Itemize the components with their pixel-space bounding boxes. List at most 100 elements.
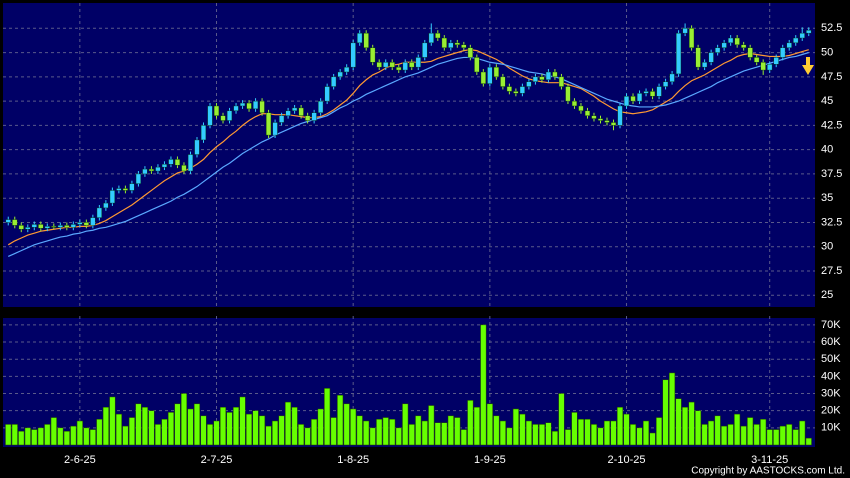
y-tick-label: 52.5 <box>821 22 842 34</box>
candle-body <box>806 30 812 34</box>
volume-bar <box>656 417 663 446</box>
candle-body <box>370 47 376 63</box>
candle-body <box>441 37 447 48</box>
x-tick-label: 1-9-25 <box>474 454 506 466</box>
y-tick-label: 30 <box>821 241 833 253</box>
volume-bar <box>343 403 350 446</box>
candle-body <box>5 219 11 223</box>
candle-body <box>207 105 213 126</box>
candle-body <box>780 47 786 58</box>
y-tick-label: 25 <box>821 289 833 301</box>
volume-bar <box>83 427 90 446</box>
candle-body <box>773 57 779 65</box>
volume-bar <box>246 413 253 446</box>
candle-body <box>344 66 350 73</box>
volume-bar <box>577 419 585 446</box>
volume-bar <box>174 403 181 446</box>
volume-bar <box>226 412 233 446</box>
candle-body <box>122 188 128 191</box>
volume-bar <box>389 419 396 446</box>
volume-bar <box>766 429 773 446</box>
y-tick-label: 27.5 <box>821 265 842 277</box>
volume-bar <box>232 406 240 446</box>
volume-bar <box>629 424 637 446</box>
candle-body <box>682 28 688 34</box>
candle-body <box>565 86 571 102</box>
volume-bar <box>291 406 298 446</box>
x-tick-label: 2-10-25 <box>608 454 646 466</box>
volume-bar <box>708 420 715 446</box>
candle-body <box>181 164 187 172</box>
candle-body <box>793 37 799 44</box>
candle-body <box>558 76 565 87</box>
volume-bar <box>486 403 493 446</box>
y-tick-label: 20K <box>821 405 841 417</box>
volume-bar <box>727 424 734 446</box>
candle-body <box>292 107 298 112</box>
candle-body <box>90 217 96 226</box>
candle-body <box>578 105 584 112</box>
volume-bar <box>369 427 376 446</box>
volume-bar <box>102 406 109 446</box>
volume-bar <box>128 417 135 446</box>
volume-bar <box>57 427 64 446</box>
volume-bar <box>773 429 780 446</box>
candle-body <box>675 32 682 75</box>
candle-body <box>519 86 525 94</box>
candle-body <box>350 42 356 68</box>
candle-body <box>409 62 415 68</box>
volume-bar <box>740 425 747 446</box>
candle-body <box>428 32 434 44</box>
volume-bar <box>265 425 272 446</box>
volume-bar <box>688 401 695 446</box>
volume-bar <box>747 417 754 446</box>
candle-body <box>383 62 389 68</box>
volume-bar <box>792 429 799 446</box>
volume-bar <box>135 403 142 446</box>
volume-bar <box>317 408 324 446</box>
y-tick-label: 10K <box>821 422 841 434</box>
candle-body <box>31 224 37 228</box>
volume-bar <box>623 413 630 446</box>
candle-body <box>526 81 532 87</box>
volume-bar <box>721 425 728 446</box>
volume-bar <box>428 405 435 446</box>
y-tick-label: 50K <box>821 353 841 365</box>
volume-bar <box>695 410 702 446</box>
candle-body <box>487 66 493 84</box>
volume-bar <box>512 408 519 446</box>
volume-bar <box>786 424 793 446</box>
candle-body <box>689 28 695 48</box>
y-tick-label: 70K <box>821 319 841 331</box>
volume-bar <box>161 419 168 446</box>
x-tick-label: 2-6-25 <box>64 454 96 466</box>
volume-bar <box>70 425 77 446</box>
volume-bar <box>382 417 389 446</box>
candle-body <box>532 76 539 82</box>
candle-body <box>552 71 558 78</box>
volume-bar <box>734 413 741 446</box>
volume-bar <box>532 424 539 446</box>
volume-bar <box>148 410 155 446</box>
volume-bar <box>649 432 656 446</box>
candle-body <box>376 62 382 68</box>
candle-body <box>246 102 252 110</box>
volume-bar <box>44 424 51 446</box>
candle-body <box>396 66 402 71</box>
volume-bar <box>350 408 357 446</box>
candle-body <box>168 159 174 165</box>
candle-body <box>311 112 317 121</box>
candle-body <box>422 42 428 58</box>
volume-bar <box>493 415 500 446</box>
candle-body <box>467 47 473 58</box>
volume-bar <box>408 424 415 446</box>
candle-body <box>18 225 24 230</box>
y-tick-label: 47.5 <box>821 71 842 83</box>
candle-body <box>741 44 747 48</box>
x-tick-label: 1-8-25 <box>337 454 369 466</box>
volume-bar <box>441 422 448 446</box>
y-tick-label: 60K <box>821 336 841 348</box>
candle-body <box>513 91 519 94</box>
volume-bar <box>311 419 318 446</box>
